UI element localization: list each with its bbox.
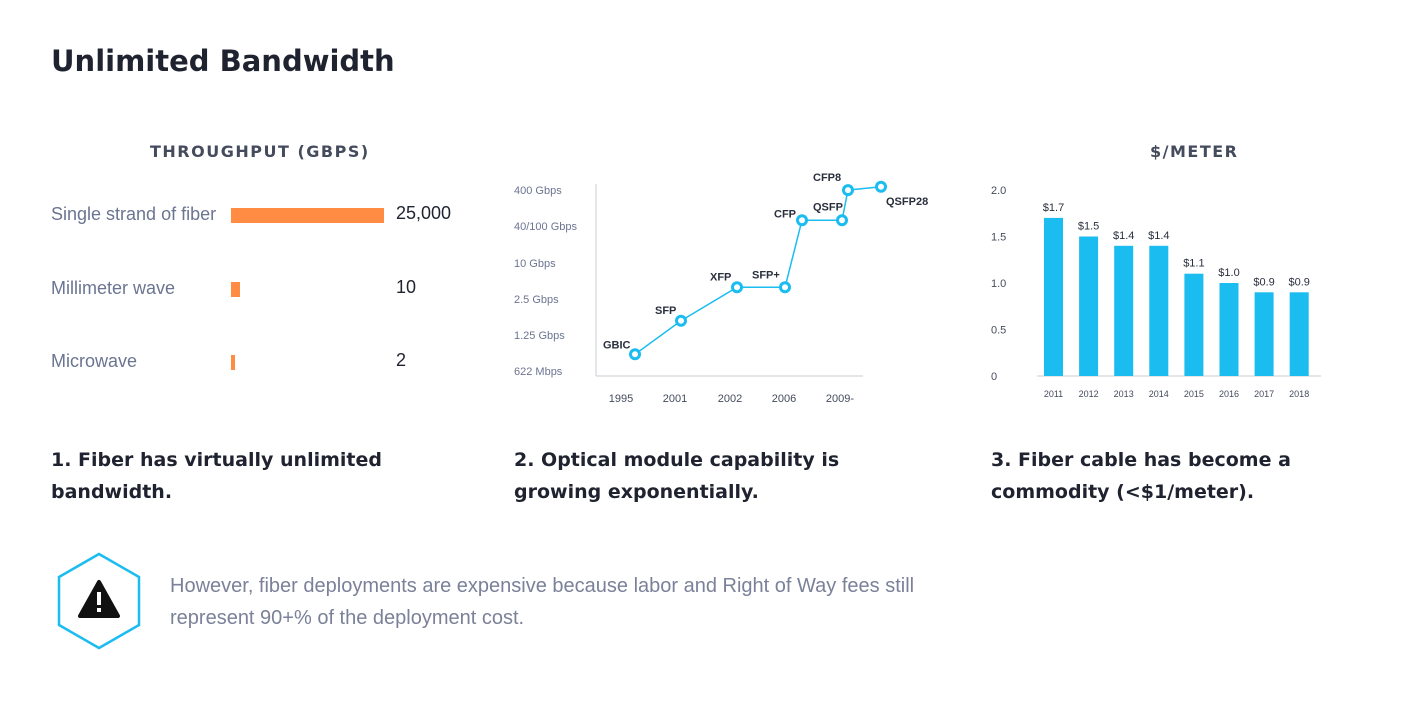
price-value-label: $0.9 (1253, 276, 1274, 288)
throughput-category-label: Millimeter wave (51, 278, 176, 298)
throughput-category-label: Single strand of fiber (51, 204, 217, 224)
throughput-chart-title: THROUGHPUT (GBPS) (150, 142, 370, 161)
module-point (675, 314, 687, 327)
y-tick-label: 400 Gbps (514, 185, 562, 197)
module-point (629, 348, 641, 361)
page-title: Unlimited Bandwidth (51, 44, 395, 78)
module-point-label: GBIC (603, 339, 631, 351)
deployment-cost-note: However, fiber deployments are expensive… (170, 575, 915, 629)
y-tick-label: 622 Mbps (514, 366, 563, 378)
module-point-label: SFP+ (752, 269, 780, 281)
x-tick-label: 2014 (1149, 389, 1169, 399)
x-tick-label: 2002 (718, 393, 742, 405)
module-point-label: QSFP (813, 201, 843, 213)
x-tick-label: 2016 (1219, 389, 1239, 399)
throughput-row: Millimeter wave 10 (51, 274, 471, 304)
price-value-label: $0.9 (1288, 276, 1309, 288)
price-value-label: $1.1 (1183, 258, 1204, 270)
module-point-label: CFP (774, 208, 796, 220)
throughput-bar (231, 282, 240, 297)
y-tick-label: 40/100 Gbps (514, 221, 577, 233)
module-point (836, 214, 848, 227)
throughput-row: Single strand of fiber 25,000 (51, 200, 471, 230)
x-tick-label: 2006 (772, 393, 796, 405)
throughput-bar (231, 208, 384, 223)
price-bar (1289, 292, 1309, 376)
price-bar (1079, 236, 1099, 376)
price-value-label: $1.4 (1113, 230, 1134, 242)
x-tick-label: 2013 (1114, 389, 1134, 399)
module-point-label: XFP (710, 271, 731, 283)
throughput-bar (231, 355, 235, 370)
optical-module-chart: 622 Mbps 1.25 Gbps 2.5 Gbps 10 Gbps 40/100 G… (514, 172, 928, 405)
y-tick-label: 1.0 (991, 278, 1006, 290)
price-value-label: $1.4 (1148, 230, 1169, 242)
price-value-label: $1.5 (1078, 221, 1099, 233)
throughput-category-label: Microwave (51, 351, 138, 371)
price-bar (1149, 245, 1169, 376)
x-tick-label: 2011 (1044, 389, 1063, 399)
module-point-label: SFP (655, 305, 676, 317)
price-bar (1219, 283, 1239, 376)
module-point (796, 214, 808, 227)
x-tick-label: 2001 (663, 393, 687, 405)
x-tick-label: 1995 (609, 393, 633, 405)
y-tick-label: 0 (991, 371, 997, 383)
x-tick-label: 2017 (1254, 389, 1274, 399)
price-per-meter-chart: 0 0.5 1.0 1.5 2.0 $1.7 2011 $1.5 2012 $1.4 2013 $1.… (991, 185, 1321, 399)
throughput-value-label: 2 (396, 350, 407, 370)
throughput-row: Microwave 2 (51, 347, 471, 377)
module-point (779, 281, 791, 294)
x-tick-label: 2012 (1079, 389, 1099, 399)
y-tick-label: 10 Gbps (514, 258, 556, 270)
price-value-label: $1.7 (1043, 202, 1064, 214)
x-tick-label: 2015 (1184, 389, 1204, 399)
caption-fiber-bandwidth: 1. Fiber has virtually unlimited bandwid… (51, 449, 382, 503)
module-point (731, 281, 743, 294)
caption-fiber-cost: 3. Fiber cable has become a commodity (<… (991, 449, 1291, 503)
price-bar (1184, 273, 1204, 376)
x-tick-label: 2018 (1289, 389, 1309, 399)
module-point (842, 184, 854, 197)
price-bar (1044, 217, 1063, 376)
price-value-label: $1.0 (1218, 267, 1239, 279)
module-point (875, 180, 887, 193)
caption-optical-module: 2. Optical module capability is growing … (514, 449, 840, 503)
price-bar (1114, 245, 1134, 376)
x-tick-label: 2009- (826, 393, 854, 405)
warning-icon (57, 552, 141, 650)
y-tick-label: 1.5 (991, 232, 1006, 244)
module-point-label: QSFP28 (886, 196, 928, 208)
y-tick-label: 2.5 Gbps (514, 294, 559, 306)
price-chart-title: $/METER (1150, 142, 1239, 161)
throughput-value-label: 25,000 (396, 203, 452, 223)
throughput-value-label: 10 (396, 277, 417, 297)
price-bar (1254, 292, 1274, 376)
module-point-label: CFP8 (813, 172, 841, 184)
y-tick-label: 1.25 Gbps (514, 330, 565, 342)
y-tick-label: 0.5 (991, 325, 1006, 337)
y-tick-label: 2.0 (991, 185, 1006, 197)
